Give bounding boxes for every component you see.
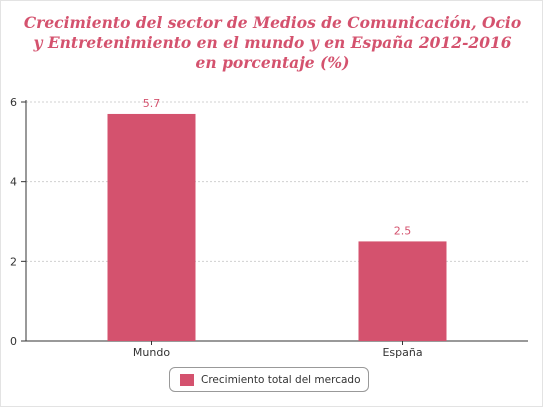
x-tick-label: Mundo xyxy=(133,346,170,359)
x-tick-label: España xyxy=(382,346,422,359)
bar-españa[interactable] xyxy=(358,241,447,341)
y-tick-label: 6 xyxy=(10,96,17,109)
y-tick-label: 0 xyxy=(10,335,17,348)
legend-label: Crecimiento total del mercado xyxy=(201,373,361,386)
legend-swatch xyxy=(180,373,194,386)
data-label: 5.7 xyxy=(143,97,161,110)
data-label: 2.5 xyxy=(394,224,412,237)
chart-title: Crecimiento del sector de Medios de Comu… xyxy=(23,13,522,72)
y-tick-label: 2 xyxy=(10,255,17,268)
y-tick-label: 4 xyxy=(10,176,17,189)
bar-mundo[interactable] xyxy=(107,113,196,341)
legend[interactable]: Crecimiento total del mercado xyxy=(169,367,369,392)
